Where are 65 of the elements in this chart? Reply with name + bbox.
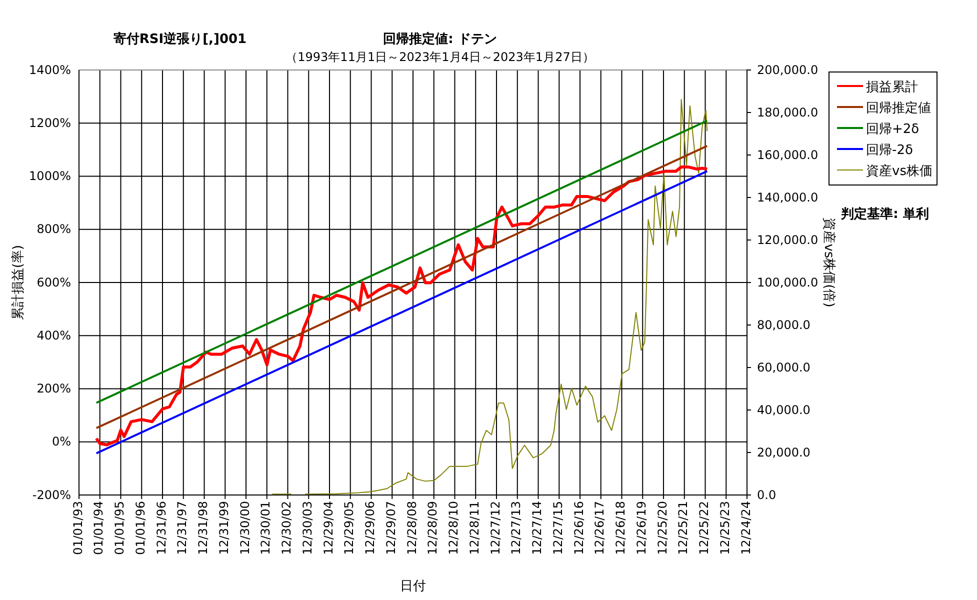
text: 判定基準: 単利 (840, 206, 929, 222)
chart-title: 寄付RSI逆張り[,]001 (113, 31, 247, 47)
y-tick-label: 0% (52, 434, 71, 449)
x-tick-label: 12/27/14 (530, 501, 544, 555)
y-tick-label: 200% (36, 382, 71, 396)
y2-tick-label: 180,000.0 (757, 105, 818, 120)
x-tick-label: 01/01/93 (70, 501, 85, 555)
x-tick-label: 12/27/12 (488, 501, 502, 555)
y-tick-label: 600% (36, 275, 71, 290)
x-tick-label: 12/31/99 (216, 501, 231, 555)
x-tick-label: 12/26/17 (592, 501, 607, 555)
y-axis-title: 累計損益(率) (10, 244, 26, 320)
y-tick-label: 1000% (29, 169, 71, 184)
x-tick-label: 12/30/03 (300, 501, 314, 555)
x-tick-label: 12/28/11 (467, 501, 482, 555)
y2-axis-title: 資産vs株価(倍) (821, 218, 837, 308)
y2-tick-label: 20,000.0 (757, 445, 810, 460)
y-tick-label: 400% (36, 328, 71, 342)
x-tick-label: 12/26/18 (614, 501, 628, 555)
x-tick-label: 01/01/96 (133, 501, 148, 555)
x-tick-label: 12/26/16 (572, 501, 586, 555)
y2-tick-label: 120,000.0 (757, 232, 818, 247)
x-tick-label: 12/28/10 (446, 501, 461, 555)
x-axis-title: 日付 (400, 579, 426, 594)
x-tick-label: 12/25/23 (718, 501, 732, 555)
x-tick-label: 12/24/24 (738, 501, 753, 555)
x-tick-label: 12/31/97 (175, 501, 190, 555)
y2-tick-label: 160,000.0 (757, 148, 818, 162)
y2-tick-label: 140,000.0 (757, 190, 818, 204)
legend-label: 資産vs株価 (866, 163, 932, 179)
y2-tick-label: 200,000.0 (757, 62, 818, 77)
x-tick-label: 12/27/15 (550, 501, 565, 555)
x-tick-label: 12/30/02 (280, 501, 294, 555)
x-tick-label: 12/31/96 (154, 501, 168, 555)
x-tick-label: 12/25/22 (697, 501, 712, 555)
y2-tick-label: 0.0 (757, 488, 776, 502)
x-tick-label: 12/29/04 (321, 501, 336, 555)
x-tick-label: 12/25/21 (676, 501, 690, 555)
text: （1993年11月1日～2023年1月4日～2023年1月27日） (286, 50, 594, 64)
x-tick-label: 12/26/19 (634, 501, 648, 555)
y-tick-label: -200% (32, 488, 71, 502)
legend-label: 回帰推定値 (866, 101, 931, 116)
x-tick-label: 12/28/08 (404, 501, 419, 555)
y2-tick-label: 100,000.0 (757, 275, 818, 290)
x-tick-label: 12/25/20 (655, 501, 670, 555)
y-tick-label: 1200% (29, 116, 71, 130)
x-tick-label: 12/27/13 (509, 501, 524, 555)
x-tick-label: 12/29/05 (342, 501, 356, 555)
legend-label: 回帰-2δ (866, 143, 913, 158)
legend-label: 損益累計 (866, 80, 918, 95)
y2-tick-label: 60,000.0 (757, 360, 810, 374)
y-tick-label: 1400% (29, 62, 71, 77)
x-tick-label: 12/28/09 (426, 501, 440, 555)
x-tick-label: 12/29/06 (363, 501, 378, 555)
y-tick-label: 800% (36, 222, 71, 236)
legend-label: 回帰+2δ (866, 122, 920, 137)
x-tick-label: 01/01/95 (112, 501, 127, 555)
y2-tick-label: 80,000.0 (757, 318, 810, 332)
x-tick-label: 12/29/07 (384, 501, 398, 555)
x-tick-label: 12/30/01 (258, 501, 273, 555)
x-tick-label: 01/01/94 (92, 501, 106, 555)
chart-subtitle: 回帰推定値: ドテン (383, 31, 497, 47)
x-tick-label: 12/30/00 (238, 501, 252, 555)
x-tick-label: 12/31/98 (196, 501, 210, 555)
y2-tick-label: 40,000.0 (757, 402, 810, 417)
